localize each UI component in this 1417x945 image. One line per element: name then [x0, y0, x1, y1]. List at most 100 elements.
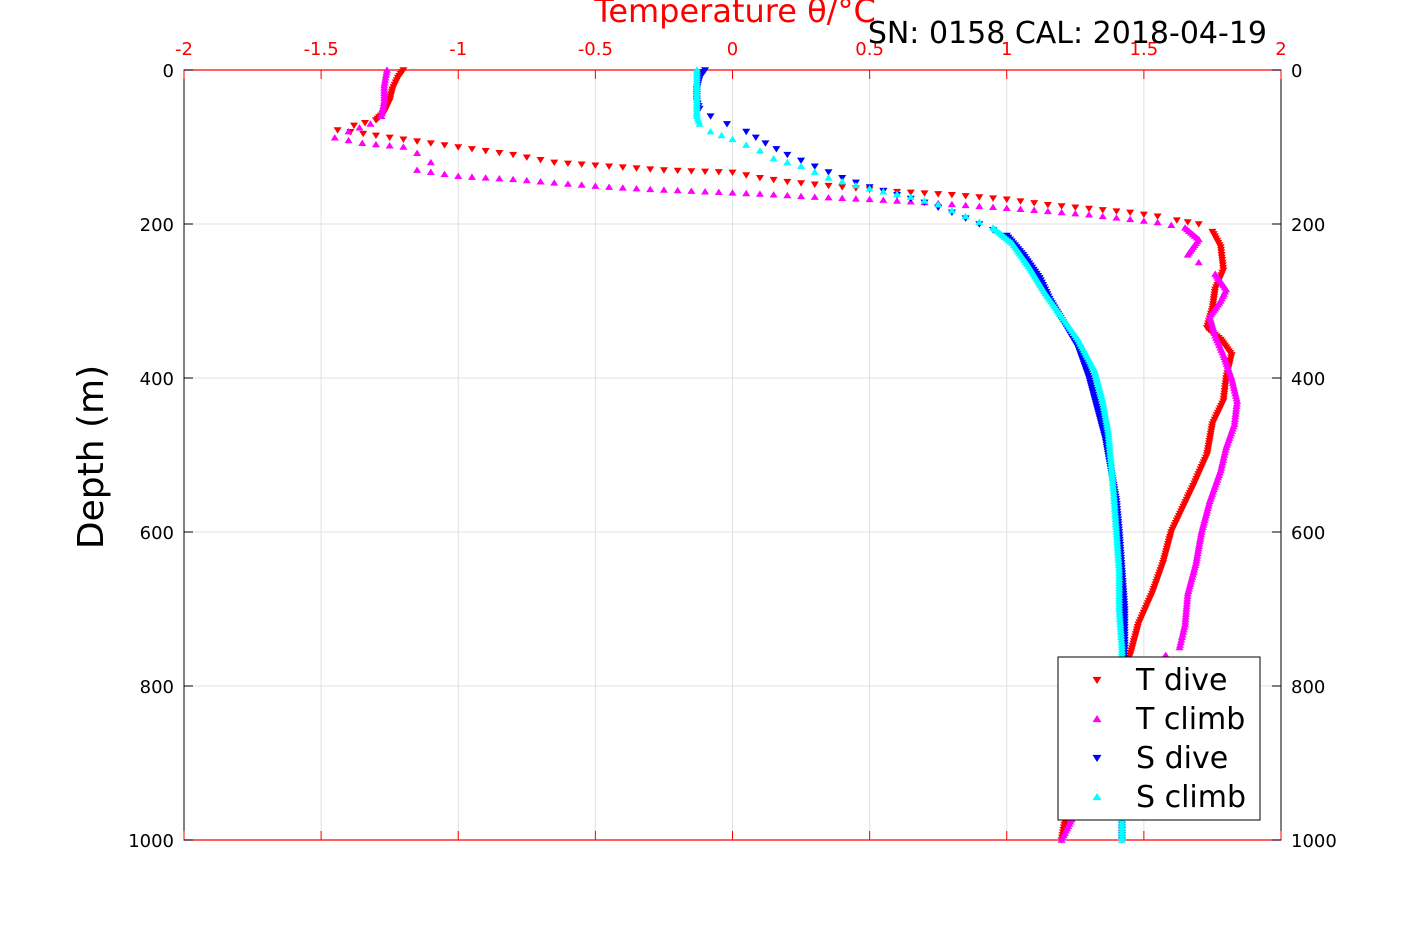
- data-point: [920, 197, 929, 204]
- data-point: [454, 172, 463, 180]
- x-tick-label: 0.5: [855, 39, 884, 60]
- x-tick-label: -0.5: [578, 39, 613, 60]
- y-tick-label-left: 200: [140, 215, 174, 236]
- data-point: [706, 128, 715, 135]
- legend-marker: [1092, 792, 1102, 801]
- data-point: [577, 161, 586, 168]
- data-point: [810, 168, 819, 175]
- y-tick-label-left: 800: [140, 677, 174, 698]
- data-point: [701, 188, 710, 195]
- data-point: [1183, 219, 1192, 226]
- data-point: [495, 149, 504, 157]
- data-point: [378, 107, 387, 114]
- x-tick-label: 2: [1275, 39, 1286, 60]
- data-point: [1194, 221, 1203, 228]
- data-point: [1071, 204, 1080, 211]
- data-point: [380, 79, 389, 86]
- data-point: [344, 128, 353, 135]
- data-point: [413, 149, 422, 156]
- data-point: [1194, 258, 1203, 266]
- data-point: [1112, 214, 1121, 221]
- data-point: [797, 162, 806, 170]
- data-point: [659, 167, 668, 174]
- data-point: [382, 71, 391, 78]
- data-point: [751, 134, 760, 141]
- data-point: [1016, 205, 1025, 212]
- data-point: [879, 188, 888, 195]
- data-point: [1098, 212, 1107, 220]
- legend-marker: [1092, 754, 1102, 763]
- data-point: [1139, 217, 1148, 224]
- data-point: [330, 134, 339, 141]
- data-point: [728, 169, 737, 177]
- data-point: [742, 128, 751, 136]
- data-point: [377, 112, 386, 119]
- x-tick-label: 1.5: [1130, 39, 1159, 60]
- data-point: [717, 131, 726, 139]
- data-point: [1085, 211, 1094, 218]
- data-point: [714, 188, 723, 196]
- x-tick-label: -1.5: [304, 39, 339, 60]
- data-point: [906, 193, 915, 200]
- serial-calibration-annotation: SN: 0158 CAL: 2018-04-19: [868, 16, 1267, 51]
- data-point: [399, 143, 408, 150]
- data-point: [358, 139, 367, 146]
- data-point: [522, 154, 531, 161]
- data-point: [563, 180, 572, 187]
- data-point: [851, 195, 860, 202]
- data-point: [1030, 200, 1039, 207]
- data-point: [1002, 196, 1011, 203]
- data-point: [591, 182, 600, 189]
- data-point: [381, 74, 390, 81]
- chart-title: Temperature θ/°C: [593, 0, 876, 30]
- data-point: [1043, 201, 1052, 209]
- data-point: [377, 110, 386, 117]
- data-point: [772, 146, 781, 153]
- data-point: [632, 165, 641, 172]
- data-point: [605, 163, 614, 170]
- y-tick-label-left: 0: [163, 61, 174, 82]
- data-point: [989, 195, 998, 202]
- data-point: [783, 151, 792, 159]
- data-point: [1139, 211, 1148, 218]
- data-point: [989, 203, 998, 211]
- data-point: [379, 102, 388, 109]
- data-point: [783, 158, 792, 166]
- y-axis-label: Depth (m): [71, 365, 112, 549]
- data-point: [893, 197, 902, 204]
- x-tick-label: -1: [449, 39, 467, 60]
- data-point: [577, 181, 586, 188]
- data-point: [1057, 203, 1066, 210]
- data-point: [426, 140, 435, 147]
- data-point: [755, 190, 764, 197]
- data-point: [366, 120, 375, 127]
- data-point: [761, 140, 770, 147]
- y-tick-label-right: 400: [1291, 369, 1325, 390]
- data-point: [1057, 836, 1066, 843]
- data-point: [865, 195, 874, 203]
- data-point: [934, 201, 943, 208]
- data-point: [1085, 205, 1094, 213]
- data-point: [769, 154, 778, 162]
- data-point: [481, 174, 490, 181]
- legend-label: T dive: [1135, 663, 1227, 698]
- data-point: [947, 206, 956, 214]
- data-point: [673, 167, 682, 175]
- x-tick-label: 1: [1001, 39, 1012, 60]
- data-point: [714, 169, 723, 176]
- legend-marker: [1092, 714, 1102, 723]
- data-point: [385, 142, 394, 149]
- data-point: [1153, 218, 1162, 226]
- data-point: [378, 104, 387, 112]
- data-point: [838, 184, 847, 191]
- data-point: [783, 191, 792, 199]
- data-point: [382, 68, 391, 76]
- data-point: [975, 202, 984, 210]
- data-point: [1175, 643, 1184, 651]
- data-point: [371, 140, 380, 148]
- data-point: [1057, 208, 1066, 216]
- data-point: [797, 192, 806, 200]
- data-point: [632, 184, 641, 192]
- data-point: [755, 147, 764, 154]
